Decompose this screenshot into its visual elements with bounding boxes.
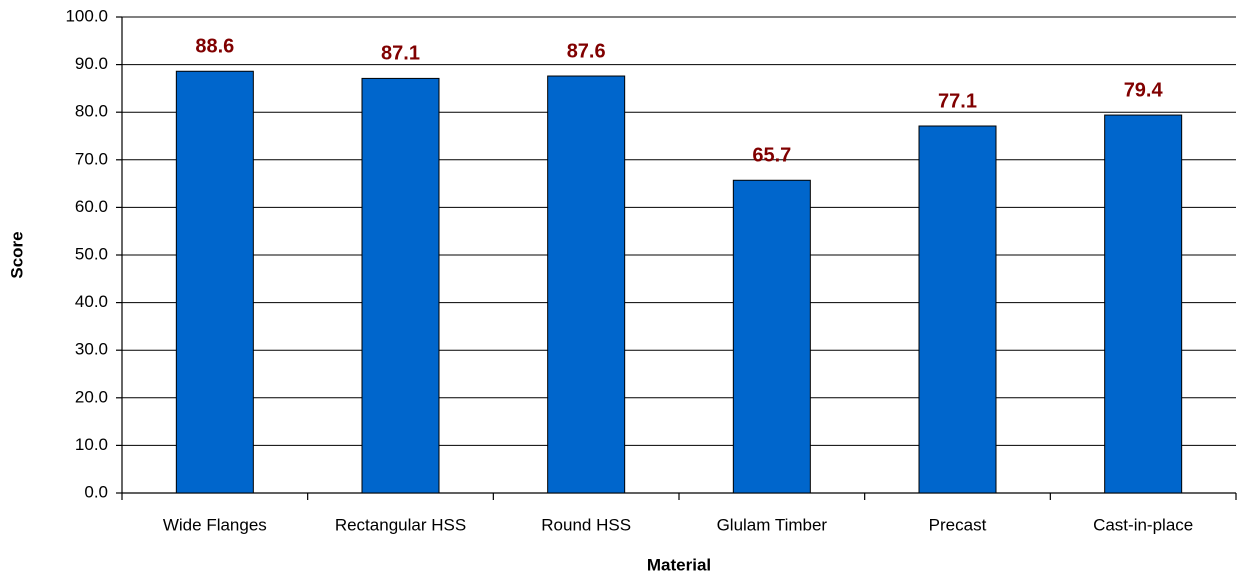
y-tick-label: 50.0 (75, 244, 108, 263)
x-tick-label: Precast (929, 515, 987, 534)
y-tick-label: 60.0 (75, 197, 108, 216)
y-tick-label: 100.0 (65, 6, 108, 25)
bar (175, 70, 254, 494)
data-label: 79.4 (1124, 79, 1164, 101)
x-tick-label: Wide Flanges (163, 515, 267, 534)
y-tick-label: 40.0 (75, 292, 108, 311)
y-tick-label: 90.0 (75, 54, 108, 73)
data-label: 87.6 (567, 40, 606, 62)
y-tick-label: 70.0 (75, 149, 108, 168)
y-axis-title: Score (7, 231, 26, 278)
x-tick-label: Glulam Timber (717, 515, 828, 534)
bar (732, 179, 811, 494)
x-tick-label: Round HSS (541, 515, 631, 534)
data-label: 87.1 (381, 43, 420, 65)
bar (918, 125, 997, 494)
data-label: 88.6 (195, 36, 234, 58)
bar (1104, 114, 1183, 494)
x-axis-title: Material (647, 555, 711, 574)
y-tick-label: 20.0 (75, 387, 108, 406)
y-tick-label: 10.0 (75, 435, 108, 454)
x-tick-label: Cast-in-place (1093, 515, 1193, 534)
y-tick-label: 30.0 (75, 340, 108, 359)
y-tick-label: 0.0 (84, 482, 108, 501)
bar (547, 75, 626, 494)
data-label: 65.7 (752, 145, 791, 167)
bar (361, 77, 440, 494)
data-label: 77.1 (938, 90, 977, 112)
x-tick-label: Rectangular HSS (335, 515, 466, 534)
y-tick-label: 80.0 (75, 102, 108, 121)
